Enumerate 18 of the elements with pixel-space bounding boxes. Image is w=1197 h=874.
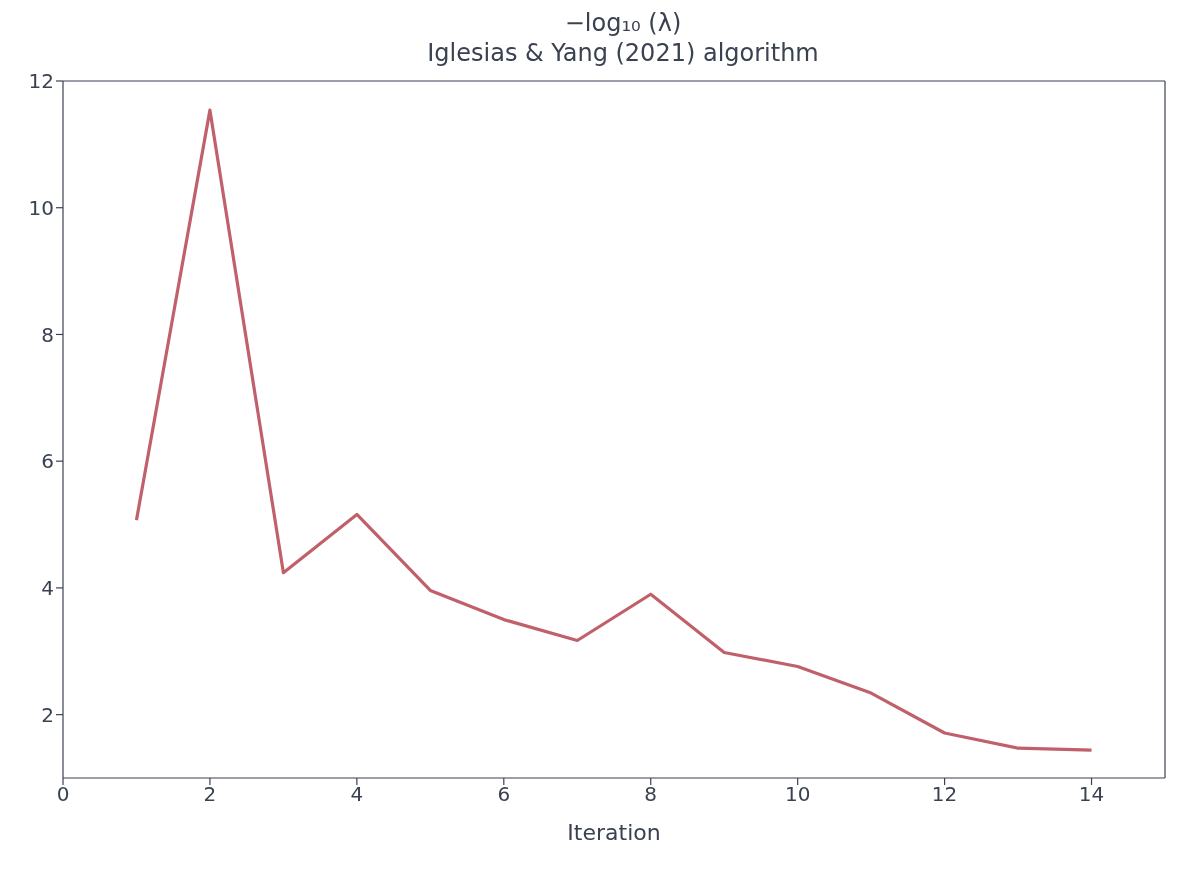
y-tick-label: 4	[41, 576, 54, 601]
x-tick-label: 2	[203, 782, 217, 807]
chart-subtitle: Iglesias & Yang (2021) algorithm	[426, 38, 820, 68]
y-tick-label: 2	[41, 702, 54, 727]
x-tick-label: 12	[931, 782, 958, 807]
x-tick-label: 4	[350, 782, 364, 807]
chart-title: −log₁₀ (λ)	[563, 8, 683, 38]
line-series	[134, 108, 1094, 752]
x-tick-label: 14	[1078, 782, 1105, 807]
x-axis-title: Iteration	[567, 820, 661, 845]
x-tick-label: 10	[784, 782, 811, 807]
x-tick-label: 0	[56, 782, 70, 807]
y-tick-label: 6	[41, 449, 54, 474]
x-tick-label: 6	[497, 782, 511, 807]
x-tick-label: 8	[644, 782, 658, 807]
y-tick-label: 12	[28, 69, 54, 94]
y-tick-label: 8	[41, 322, 54, 347]
y-tick-label: 10	[28, 195, 54, 220]
